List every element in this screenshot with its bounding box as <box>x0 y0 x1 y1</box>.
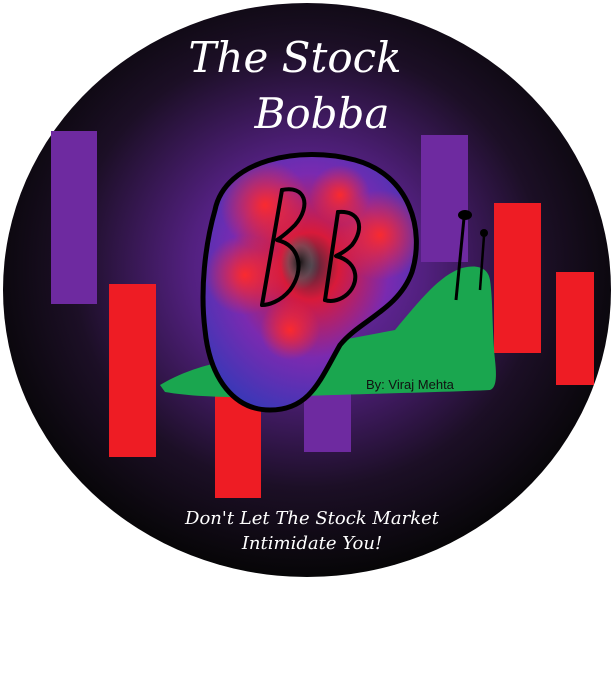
title-line-1: The Stock <box>188 33 401 82</box>
purple-candle <box>304 385 351 452</box>
snail-antenna <box>454 217 466 301</box>
purple-candle <box>51 131 97 304</box>
snail-shell <box>200 152 419 413</box>
title-line-2: Bobba <box>254 89 390 138</box>
candlestick-icon <box>51 131 594 498</box>
red-candle <box>556 272 594 385</box>
snail-antenna <box>478 235 486 291</box>
snail-icon <box>160 152 496 413</box>
purple-candle <box>421 135 468 262</box>
byline: By: Viraj Mehta <box>366 377 455 392</box>
tagline-line-2: Intimidate You! <box>241 533 382 554</box>
snail-antenna-tip <box>458 210 472 220</box>
tagline-line-1: Don't Let The Stock Market <box>184 508 440 529</box>
snail-antenna-tip <box>480 229 488 237</box>
bb-monogram <box>260 187 362 307</box>
red-candle <box>494 203 541 353</box>
red-candle <box>109 284 156 457</box>
